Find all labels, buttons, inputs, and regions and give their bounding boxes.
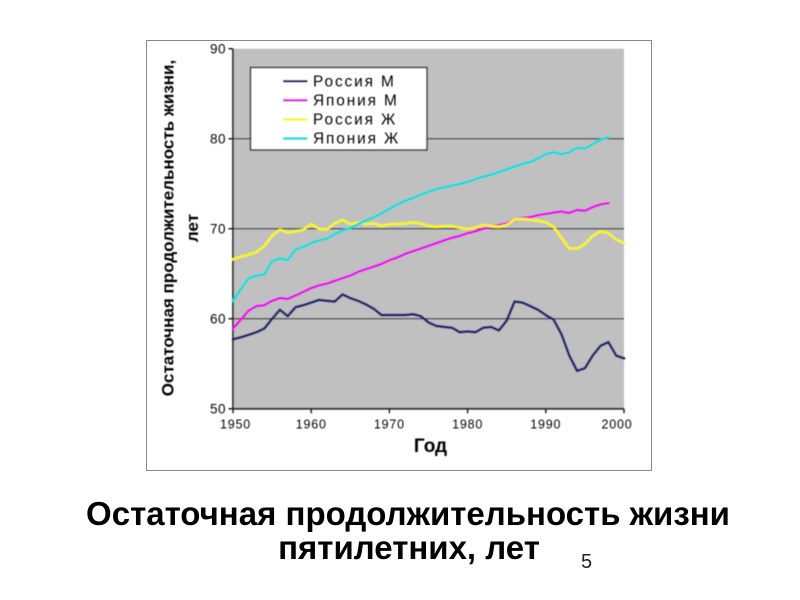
svg-text:Россия М: Россия М bbox=[313, 73, 396, 90]
svg-text:1960: 1960 bbox=[296, 418, 327, 432]
svg-text:Россия Ж: Россия Ж bbox=[313, 112, 397, 129]
svg-text:1990: 1990 bbox=[530, 418, 561, 432]
svg-text:Япония Ж: Япония Ж bbox=[313, 131, 400, 148]
svg-text:70: 70 bbox=[210, 221, 226, 236]
svg-text:1980: 1980 bbox=[452, 418, 483, 432]
svg-text:1970: 1970 bbox=[374, 418, 405, 432]
svg-text:80: 80 bbox=[210, 131, 226, 146]
svg-text:Год: Год bbox=[414, 436, 447, 457]
svg-text:Япония М: Япония М bbox=[313, 93, 399, 110]
svg-text:2000: 2000 bbox=[601, 418, 632, 432]
svg-text:90: 90 bbox=[210, 41, 226, 56]
svg-text:50: 50 bbox=[210, 401, 226, 416]
svg-text:Остаточная продолжительность ж: Остаточная продолжительность жизни, лет bbox=[159, 60, 203, 396]
svg-text:1950: 1950 bbox=[220, 418, 251, 432]
svg-text:60: 60 bbox=[210, 311, 226, 326]
